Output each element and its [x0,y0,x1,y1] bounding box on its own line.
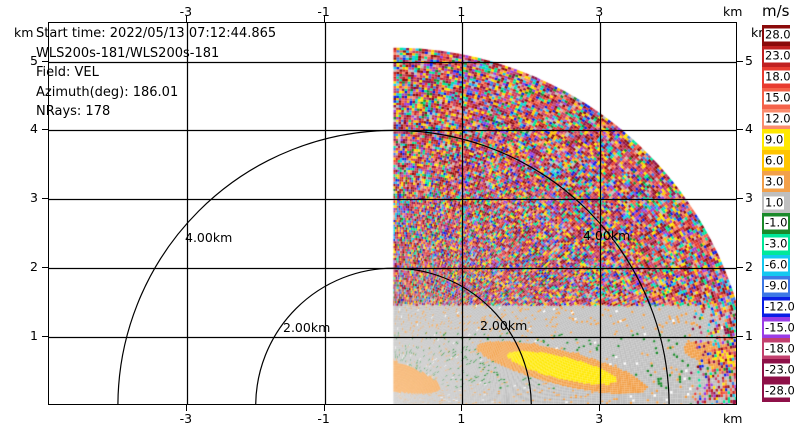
tick-mark [737,198,743,200]
colorbar-tick-label: -28.0 [764,383,796,398]
x-tick-top: 1 [457,4,466,19]
colorbar-tick-label: -6.0 [764,257,789,272]
gridline-horizontal [49,268,736,269]
tick-mark [737,267,743,269]
colorbar-tick-label: 1.0 [764,195,785,210]
colorbar-tick-label: -9.0 [764,278,789,293]
tick-mark [42,267,48,269]
radar-ppi-plot[interactable] [48,22,737,405]
colorbar-tick-label: 9.0 [764,132,785,147]
x-tick-top: -3 [179,4,193,19]
range-ring-label: 2.00km [480,318,528,333]
gridline-vertical [325,23,326,404]
y-tick-right: 5 [745,52,753,68]
gridline-vertical [187,23,188,404]
tick-mark [42,198,48,200]
gridline-horizontal [49,199,736,200]
colorbar-tick-label: -18.0 [764,341,796,356]
gridline-horizontal [49,337,736,338]
y-tick-right: 4 [745,121,753,137]
colorbar-tick-label: 15.0 [764,90,792,105]
tick-mark [185,16,187,22]
axis-unit-top-left: km [14,25,34,40]
tick-mark [461,16,463,22]
colorbar-tick-label: 28.0 [764,27,792,42]
colorbar-tick-label: -1.0 [764,215,789,230]
colorbar-tick-label: 18.0 [764,69,792,84]
tick-mark [737,129,743,131]
range-ring-label: 4.00km [185,230,233,245]
x-tick-bottom: 3 [595,411,604,426]
tick-mark [461,405,463,411]
x-tick-bottom: -3 [179,411,193,426]
tick-mark [599,16,601,22]
tick-mark [599,405,601,411]
colorbar-tick-label: 23.0 [764,48,792,63]
tick-mark [42,336,48,338]
colorbar-tick-label: 6.0 [764,153,785,168]
colorbar-tick-label: -12.0 [764,299,796,314]
x-tick-top: 3 [595,4,604,19]
y-tick-left: 4 [30,121,38,137]
tick-mark [323,16,325,22]
x-tick-top: -1 [317,4,330,19]
range-ring-label: 2.00km [283,320,331,335]
tick-mark [42,60,48,62]
axis-unit-bottom: km [723,411,743,426]
y-tick-right: 3 [745,190,753,206]
tick-mark [42,129,48,131]
y-tick-left: 2 [30,258,38,274]
y-tick-left: 5 [30,52,38,68]
x-tick-bottom: -1 [317,411,330,426]
y-tick-left: 1 [30,327,38,343]
colorbar-tick-label: 3.0 [764,174,785,189]
colorbar-tick-label: -23.0 [764,362,796,377]
tick-mark [737,60,743,62]
colorbar-tick-label: 12.0 [764,111,792,126]
range-ring-label: 4.00km [583,228,631,243]
y-tick-right: 2 [745,258,753,274]
tick-mark [185,405,187,411]
colorbar-unit-label: m/s [762,2,790,20]
axis-unit-top: km [723,4,743,19]
tick-mark [737,336,743,338]
plot-overlay [117,129,670,404]
colorbar[interactable]: 28.0 23.0 18.0 15.0 12.0 9.0 6.0 3.0 1.0 -1.0 -3.0… [762,25,796,402]
gridline-horizontal [49,130,736,131]
gridline-vertical [600,23,601,404]
x-tick-bottom: 1 [457,411,466,426]
gridline-vertical [462,23,463,404]
y-tick-left: 3 [30,190,38,206]
tick-mark [323,405,325,411]
gridline-horizontal [49,62,736,63]
y-tick-right: 1 [745,327,753,343]
colorbar-tick-label: -3.0 [764,236,789,251]
colorbar-tick-label: -15.0 [764,320,796,335]
